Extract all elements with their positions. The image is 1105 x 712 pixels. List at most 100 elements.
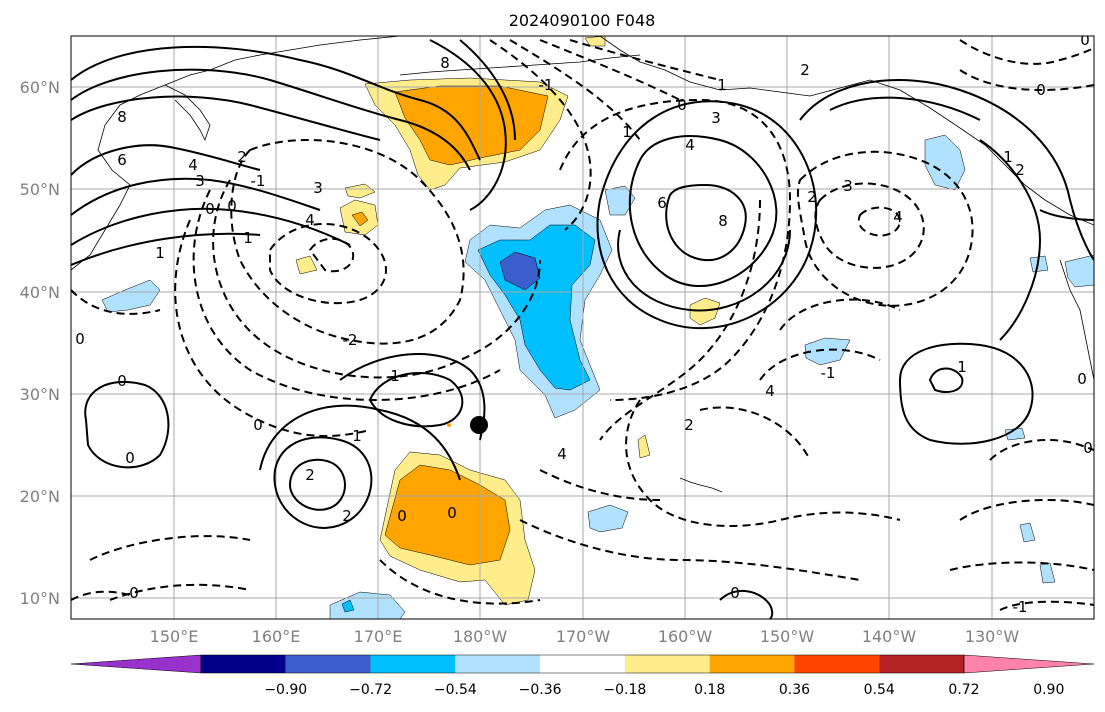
contour-label: 2: [342, 507, 352, 525]
contour-label: -1: [1013, 598, 1028, 616]
colorbar-tick-label: −0.18: [603, 682, 646, 698]
contour-label: 4: [305, 211, 315, 229]
contour-label: 2: [305, 466, 315, 484]
negative-patch-2: [804, 337, 851, 366]
colorbar: −0.90 −0.72 −0.54 −0.36 −0.18 0.18 0.36 0.54 0.7…: [70, 654, 1095, 698]
contour-label: 6: [657, 194, 667, 212]
contour-label: 1: [622, 123, 632, 141]
map-title: 2024090100 F048: [509, 11, 656, 30]
lon-label: 150°E: [150, 627, 199, 646]
lon-label: 170°W: [556, 627, 611, 646]
lon-label: 160°W: [658, 627, 713, 646]
lat-label-40n: 40°N: [20, 283, 60, 302]
contour-label: 4: [765, 382, 775, 400]
negative-patch-10: [329, 591, 406, 619]
contour-label: -1: [539, 76, 554, 94]
positive-contours: [71, 39, 1094, 619]
contour-label: 1: [352, 427, 362, 445]
colorbar-segment: [455, 655, 541, 673]
contour-label: 3: [711, 109, 721, 127]
hawaii: [679, 477, 723, 493]
contour-label: 0: [1080, 31, 1090, 49]
contour-label: 1: [957, 358, 967, 376]
contour-label: 8: [117, 108, 127, 126]
contour-label: 0: [125, 449, 135, 467]
contour-label: 1: [390, 367, 400, 385]
contour-label: 0: [1077, 370, 1087, 388]
colorbar-tick-label: −0.90: [264, 682, 307, 698]
negative-patch-9: [587, 504, 629, 533]
aleutians: [399, 54, 641, 76]
contour-label: 1: [243, 229, 253, 247]
lat-label-10n: 10°N: [20, 589, 60, 608]
lat-label-60n: 60°N: [20, 78, 60, 97]
contour-label: 0: [75, 330, 85, 348]
contour-label: 0: [447, 504, 457, 522]
contour-label: 4: [557, 445, 567, 463]
colorbar-outline: [200, 654, 965, 674]
longitude-labels: 150°E 160°E 170°E 180°W 170°W 160°W 150°…: [150, 627, 1020, 646]
na-coast: [1059, 259, 1094, 381]
contour-label: 1: [155, 244, 165, 262]
negative-patch-4: [1029, 255, 1049, 273]
negative-patch-10-core: [341, 599, 355, 613]
colorbar-tick-label: −0.54: [434, 682, 477, 698]
contour-label: -1: [821, 364, 836, 382]
negative-patch-7: [1019, 522, 1036, 543]
contour-label: 2: [807, 188, 817, 206]
contour-label: 3: [313, 179, 323, 197]
contour-label: 4: [685, 136, 695, 154]
colorbar-segment: [201, 655, 286, 673]
lon-label: 140°W: [862, 627, 917, 646]
contour-label: 2: [684, 416, 694, 434]
contour-label: 0: [397, 507, 407, 525]
lon-label: 130°W: [965, 627, 1020, 646]
lon-label: 160°E: [252, 627, 301, 646]
latitude-labels: 60°N 50°N 40°N 30°N 20°N 10°N: [20, 78, 60, 608]
contour-label: 3: [843, 177, 853, 195]
colorbar-tick-label: −0.72: [349, 682, 392, 698]
contour-label: 2: [1015, 161, 1025, 179]
plot-area: 8 6 4 3 2 0 0 1 1 -1 -2 3 4 8 -1 0 1 4 3…: [71, 31, 1094, 619]
colorbar-segment: [285, 655, 371, 673]
graticule: [71, 36, 1094, 619]
contour-label: 0: [1036, 81, 1046, 99]
contour-label: 0: [677, 96, 687, 114]
positive-patch-5: [584, 36, 606, 47]
contour-label: 1: [1003, 148, 1013, 166]
colorbar-tick-label: 0.54: [864, 682, 895, 698]
positive-patch-4: [689, 297, 721, 326]
small-positive-dot: [447, 423, 451, 427]
colorbar-tick-label: 0.36: [779, 682, 810, 698]
contour-label: 0: [227, 197, 237, 215]
contour-label: 2: [237, 148, 247, 166]
positive-patch-2: [344, 183, 376, 199]
colorbar-extend-low: [70, 654, 202, 674]
positive-patch-3: [295, 255, 318, 275]
contour-label: 4: [893, 208, 903, 226]
colorbar-segment: [794, 655, 880, 673]
contour-label: -1: [251, 172, 266, 190]
contour-label: 0: [730, 584, 740, 602]
colorbar-segment: [879, 655, 964, 673]
contour-label: 4: [188, 156, 198, 174]
colorbar-tick-label: 0.18: [694, 682, 725, 698]
positive-patch-6: [637, 434, 651, 459]
contour-label: 0: [1083, 439, 1093, 457]
contour-label: 1: [717, 76, 727, 94]
contour-label: 0: [205, 200, 215, 218]
colorbar-segment: [709, 655, 795, 673]
lon-label: 170°E: [354, 627, 403, 646]
lat-label-50n: 50°N: [20, 180, 60, 199]
contour-labels: 8 6 4 3 2 0 0 1 1 -1 -2 3 4 8 -1 0 1 4 3…: [75, 31, 1093, 616]
negative-anomaly-central-peak: [499, 251, 541, 291]
colorbar-tick-label: −0.36: [519, 682, 562, 698]
colorbar-tick-label: 0.90: [1033, 682, 1064, 698]
positive-anomaly-south-core: [384, 464, 511, 566]
contour-label: 8: [718, 212, 728, 230]
colorbar-segment: [624, 655, 710, 673]
negative-patch-3: [924, 134, 966, 191]
colorbar-extend-high: [963, 654, 1095, 674]
contour-label: 6: [117, 151, 127, 169]
